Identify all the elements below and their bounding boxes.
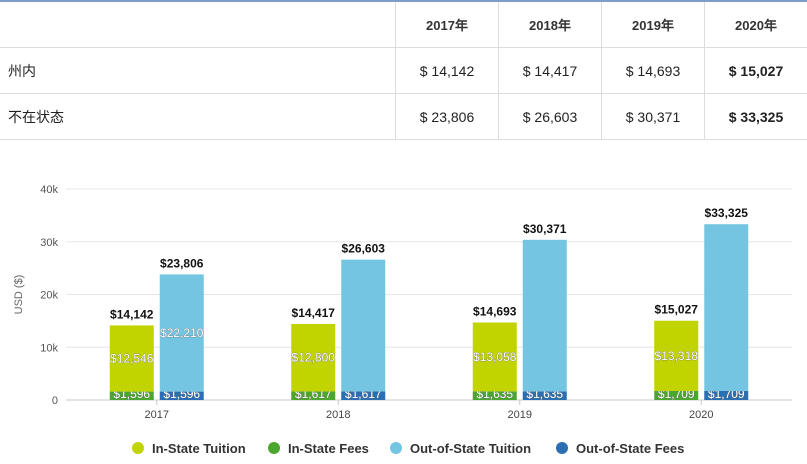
table-cell: $ 33,325 (704, 93, 807, 140)
header-year: 2018年 (498, 2, 602, 48)
total-data-label: $14,693 (473, 304, 517, 318)
table-cell: $ 14,417 (498, 47, 602, 94)
y-tick-label: 40k (40, 184, 58, 196)
bar-segment (159, 391, 204, 400)
table-cell: $ 26,603 (498, 93, 602, 140)
y-tick-label: 0 (52, 395, 58, 407)
header-year: 2017年 (395, 2, 499, 48)
legend-label: In-State Fees (288, 440, 369, 456)
legend-swatch (556, 442, 568, 454)
total-data-label: $23,806 (160, 256, 204, 270)
y-tick-label: 10k (40, 342, 58, 354)
bar-segment (522, 391, 567, 400)
x-tick-label: 2018 (326, 409, 350, 421)
bar-segment (704, 224, 749, 391)
row-label: 州内 (0, 47, 396, 94)
bar-segment (291, 323, 336, 392)
bar-segment (472, 391, 517, 400)
top-border (0, 0, 807, 2)
segment-data-label: $13,318 (655, 349, 699, 363)
row-label: 不在状态 (0, 93, 396, 140)
bar-segment (109, 391, 154, 400)
chart-legend: In-State Tuition In-State Fees Out-of-St… (0, 438, 807, 458)
y-tick-label: 30k (40, 237, 58, 249)
legend-item-out-of-state-fees[interactable]: Out-of-State Fees (556, 438, 684, 458)
bar-segment (109, 325, 154, 392)
table-cell: $ 30,371 (601, 93, 705, 140)
header-year: 2020年 (704, 2, 807, 48)
table-row: 州内 $ 14,142 $ 14,417 $ 14,693 $ 15,027 (0, 47, 807, 94)
bar-segment (522, 239, 567, 392)
bar-segment (704, 390, 749, 400)
x-tick-label: 2019 (508, 409, 532, 421)
legend-swatch (268, 442, 280, 454)
segment-data-label: $12,546 (110, 351, 154, 365)
total-data-label: $14,417 (292, 306, 336, 320)
total-data-label: $30,371 (523, 222, 567, 236)
bar-segment (291, 391, 336, 400)
table-cell: $ 14,142 (395, 47, 499, 94)
bar-segment (341, 391, 386, 400)
legend-item-in-state-tuition[interactable]: In-State Tuition (132, 438, 246, 458)
header-empty (0, 2, 396, 48)
total-data-label: $14,142 (110, 307, 154, 321)
bar-segment (654, 390, 699, 400)
legend-item-out-of-state-tuition[interactable]: Out-of-State Tuition (390, 438, 531, 458)
legend-swatch (132, 442, 144, 454)
segment-data-label: $12,800 (292, 351, 336, 365)
legend-item-in-state-fees[interactable]: In-State Fees (268, 438, 369, 458)
y-tick-label: 20k (40, 290, 58, 302)
table-cell: $ 14,693 (601, 47, 705, 94)
legend-swatch (390, 442, 402, 454)
legend-label: Out-of-State Fees (576, 440, 685, 456)
legend-label: In-State Tuition (152, 440, 246, 456)
bar-segment (654, 320, 699, 391)
segment-data-label: $22,210 (160, 326, 204, 340)
x-tick-label: 2020 (689, 409, 713, 421)
x-tick-label: 2017 (145, 409, 169, 421)
total-data-label: $15,027 (655, 303, 699, 317)
tuition-table: 2017年 2018年 2019年 2020年 州内 $ 14,142 $ 14… (0, 2, 807, 140)
header-year: 2019年 (601, 2, 705, 48)
bar-segment (341, 259, 386, 392)
total-data-label: $26,603 (342, 242, 386, 256)
table-cell: $ 23,806 (395, 93, 499, 140)
total-data-label: $33,325 (705, 206, 749, 220)
bar-segment (159, 274, 204, 392)
segment-data-label: $13,058 (473, 350, 517, 364)
table-row: 不在状态 $ 23,806 $ 26,603 $ 30,371 $ 33,325 (0, 93, 807, 140)
legend-label: Out-of-State Tuition (410, 440, 532, 456)
bar-segment (472, 322, 517, 392)
table-cell: $ 15,027 (704, 47, 807, 94)
table-header-row: 2017年 2018年 2019年 2020年 (0, 2, 807, 48)
y-axis-label: USD ($) (13, 275, 25, 315)
